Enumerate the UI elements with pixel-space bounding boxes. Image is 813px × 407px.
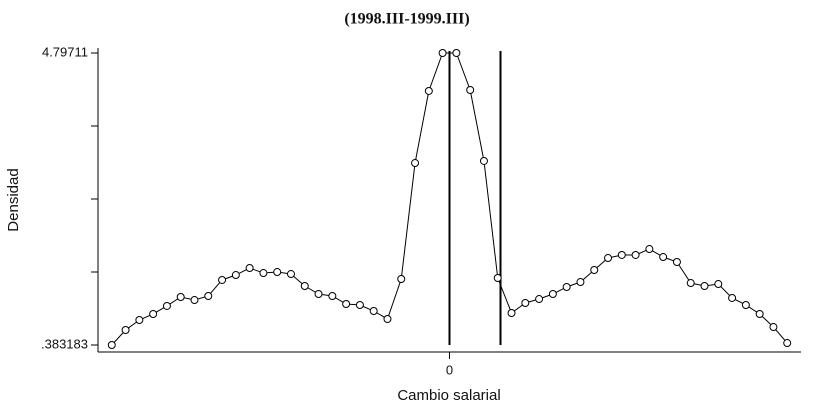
data-point	[438, 49, 447, 58]
data-point	[355, 300, 364, 309]
data-point	[424, 86, 433, 95]
x-tick-label: 0	[446, 362, 453, 377]
data-point	[121, 325, 130, 334]
data-point	[645, 245, 654, 254]
data-point	[728, 293, 737, 302]
data-point	[617, 250, 626, 259]
data-point	[411, 159, 420, 168]
data-point	[300, 282, 309, 291]
data-point	[342, 299, 351, 308]
data-point	[576, 278, 585, 287]
data-point	[604, 254, 613, 263]
data-point	[135, 316, 144, 325]
data-point	[659, 253, 668, 262]
data-point	[686, 279, 695, 288]
data-point	[176, 292, 185, 301]
data-point	[783, 339, 792, 348]
data-point	[548, 290, 557, 299]
data-point	[521, 299, 530, 308]
y-axis-label: Densidad	[5, 168, 22, 231]
data-point	[590, 265, 599, 274]
data-point	[231, 271, 240, 280]
data-point	[452, 49, 461, 58]
data-point	[741, 300, 750, 309]
data-point	[562, 282, 571, 291]
data-point	[245, 264, 254, 273]
data-point	[273, 268, 282, 277]
data-point	[286, 270, 295, 279]
x-axis-label: Cambio salarial	[397, 387, 500, 404]
data-point	[383, 315, 392, 324]
y-tick-label: 4.79711	[42, 44, 88, 59]
data-point	[107, 341, 116, 350]
data-point	[314, 290, 323, 299]
data-point	[769, 323, 778, 332]
data-point	[507, 308, 516, 317]
data-point	[493, 273, 502, 282]
data-point	[700, 282, 709, 291]
data-point	[218, 275, 227, 284]
data-point	[369, 307, 378, 316]
data-point	[672, 257, 681, 266]
data-point	[714, 280, 723, 289]
data-point	[631, 250, 640, 259]
data-point	[190, 296, 199, 305]
data-point	[397, 274, 406, 283]
data-point	[259, 269, 268, 278]
data-point	[149, 309, 158, 318]
y-tick-label: .383183	[41, 336, 88, 351]
data-point	[479, 156, 488, 165]
data-point	[204, 291, 213, 300]
data-point	[466, 85, 475, 94]
chart-title: (1998.III-1999.III)	[344, 11, 469, 28]
data-point	[162, 301, 171, 310]
data-point	[328, 291, 337, 300]
data-point	[755, 309, 764, 318]
data-point	[535, 295, 544, 304]
